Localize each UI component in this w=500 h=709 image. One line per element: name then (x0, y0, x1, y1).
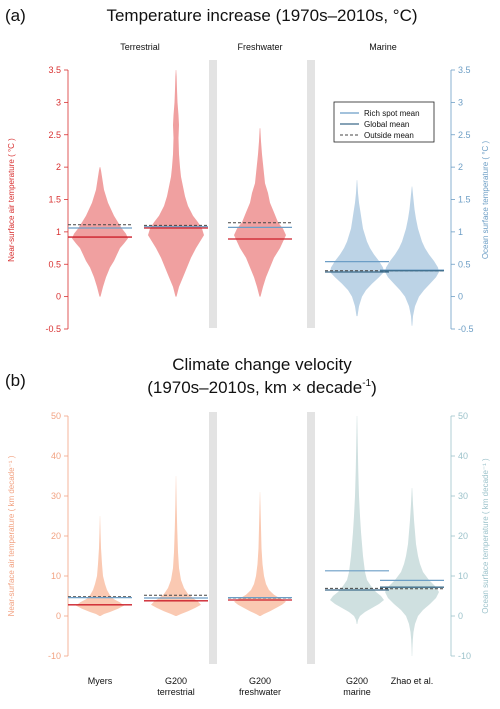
panel-b-right-tick-label: 20 (458, 531, 468, 541)
x-label-5-line1: Zhao et al. (391, 676, 434, 686)
panel-b-left-tick-label: 50 (51, 411, 61, 421)
panel-a-left-tick-label: 1.5 (48, 195, 61, 205)
panel-b-left-ticks: -10 0 10 20 30 40 50 (48, 411, 68, 661)
panel-b-title-line2: (1970s–2010s, km × decade-1) (147, 378, 377, 397)
panel-b-left-tick-label: 30 (51, 491, 61, 501)
panel-b-right-tick-label: -10 (458, 651, 471, 661)
legend: Rich spot mean Global mean Outside mean (333, 101, 435, 143)
group-label-terrestrial: Terrestrial (120, 42, 160, 52)
panel-b-right-tick-label: 10 (458, 571, 468, 581)
panel-a-right-ticks: -0.5 0 0.5 1 1.5 2 2.5 3 3.5 (451, 65, 474, 334)
x-axis-labels: Myers G200terrestrialG200freshwaterG200ma… (88, 676, 434, 697)
panel-b-right-tick-label: 0 (458, 611, 463, 621)
x-label-3-line2: freshwater (239, 687, 281, 697)
x-label-4-line1: G200 (346, 676, 368, 686)
panel-b-left-tick-label: 10 (51, 571, 61, 581)
violin-a-2 (148, 70, 204, 297)
panel-b-right-ticks: -10 0 10 20 30 40 50 (451, 411, 471, 661)
panel-a-right-tick-label: -0.5 (458, 324, 474, 334)
panel-b-left-axis-label: Near-surface air temperature ( km decade… (7, 455, 16, 616)
violin-b-2 (151, 476, 201, 616)
panel-b-title-end: ) (371, 378, 377, 397)
separator-b-right (307, 412, 315, 664)
violin-a-5 (385, 186, 439, 326)
panel-b-mean-lines (68, 570, 444, 606)
panel-a-right-tick-label: 2.5 (458, 130, 471, 140)
panel-b-right-axis-label: Ocean surface temperature ( km decade⁻¹ … (481, 458, 490, 614)
x-label-1-line1: Myers (88, 676, 113, 686)
separator-a-left (209, 60, 217, 328)
panel-a-left-tick-label: 0.5 (48, 259, 61, 269)
panel-a-right-tick-label: 0.5 (458, 259, 471, 269)
panel-b-title-line1: Climate change velocity (172, 355, 352, 374)
panel-a-tag: (a) (5, 6, 26, 25)
panel-b-right-tick-label: 50 (458, 411, 468, 421)
panel-a-left-tick-label: 0 (56, 292, 61, 302)
panel-a-right-tick-label: 2 (458, 162, 463, 172)
panel-a-right-axis-label: Ocean surface temperature ( °C ) (481, 140, 490, 259)
legend-label-global: Global mean (364, 120, 409, 129)
violin-b-3 (234, 492, 286, 616)
violin-a-1 (72, 167, 128, 297)
panel-b-left-tick-label: 20 (51, 531, 61, 541)
panel-a-left-tick-label: 2 (56, 162, 61, 172)
panel-a-title: Temperature increase (1970s–2010s, °C) (106, 6, 417, 25)
legend-label-rich: Rich spot mean (364, 109, 420, 118)
panel-a-left-tick-label: 3.5 (48, 65, 61, 75)
separator-a-right (307, 60, 315, 328)
group-label-marine: Marine (369, 42, 397, 52)
violin-a-4 (330, 180, 384, 317)
panel-a-left-ticks: -0.5 0 0.5 1 1.5 2 2.5 3 3.5 (45, 65, 68, 334)
panel-a-right-tick-label: 0 (458, 292, 463, 302)
x-label-4-line2: marine (343, 687, 371, 697)
x-label-2-line1: G200 (165, 676, 187, 686)
panel-a-left-tick-label: 3 (56, 97, 61, 107)
panel-a-violins (72, 70, 439, 326)
panel-a-mean-lines (68, 222, 444, 273)
violin-b-5 (385, 488, 439, 656)
panel-b-right-tick-label: 40 (458, 451, 468, 461)
panel-b-title-line2-main: (1970s–2010s, km × decade (147, 378, 362, 397)
panel-b-left-tick-label: 40 (51, 451, 61, 461)
panel-b-left-tick-label: 0 (56, 611, 61, 621)
panel-b-violins (76, 416, 439, 656)
panel-a-right-tick-label: 3 (458, 97, 463, 107)
panel-b-right-tick-label: 30 (458, 491, 468, 501)
violin-b-4 (330, 416, 384, 624)
x-label-3-line1: G200 (249, 676, 271, 686)
violin-a-3 (234, 128, 286, 297)
panel-a-right-tick-label: 1.5 (458, 195, 471, 205)
panel-a-right-tick-label: 1 (458, 227, 463, 237)
legend-label-outside: Outside mean (364, 131, 414, 140)
panel-a-left-tick-label: 2.5 (48, 130, 61, 140)
panel-a-left-tick-label: 1 (56, 227, 61, 237)
panel-b-left-tick-label: -10 (48, 651, 61, 661)
violin-b-1 (76, 516, 124, 616)
separator-b-left (209, 412, 217, 664)
x-label-2-line2: terrestrial (157, 687, 195, 697)
group-label-freshwater: Freshwater (237, 42, 282, 52)
panel-a-left-axis-label: Near-surface air temperature ( °C ) (7, 138, 16, 262)
panel-a-right-tick-label: 3.5 (458, 65, 471, 75)
panel-a-left-tick-label: -0.5 (45, 324, 61, 334)
panel-b-tag: (b) (5, 371, 26, 390)
panel-b-title-sup: -1 (362, 378, 371, 389)
